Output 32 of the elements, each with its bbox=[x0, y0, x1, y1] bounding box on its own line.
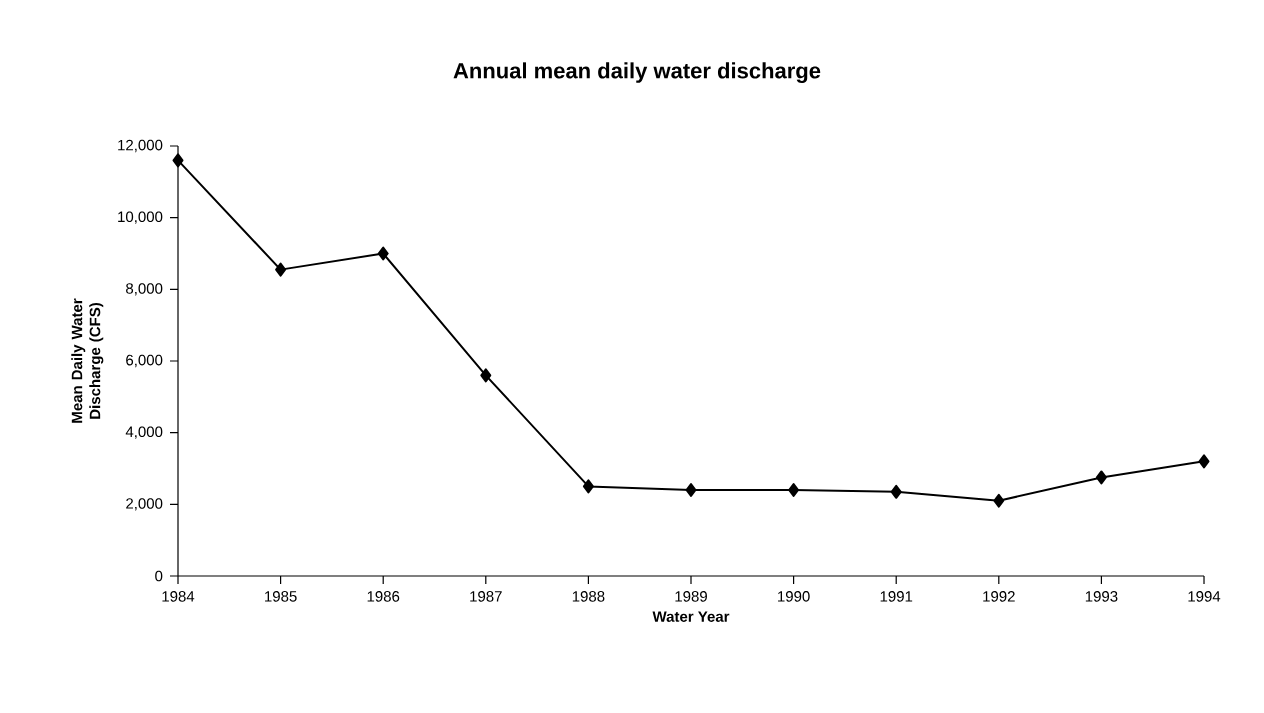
x-tick-label: 1993 bbox=[1085, 591, 1118, 602]
x-tick-label: 1986 bbox=[367, 591, 400, 602]
point bbox=[480, 368, 492, 383]
y-tick-label: 2,000 bbox=[126, 498, 163, 511]
point bbox=[788, 483, 800, 497]
y-tick-label: 8,000 bbox=[126, 283, 163, 296]
point bbox=[172, 153, 184, 168]
point bbox=[993, 493, 1005, 508]
point bbox=[377, 246, 389, 261]
x-tick-label: 1990 bbox=[778, 591, 810, 602]
y-axis-title: Mean Daily Water Discharge (CFS) bbox=[71, 298, 104, 423]
y-tick-label: 10,000 bbox=[118, 211, 163, 224]
point bbox=[582, 479, 594, 494]
point bbox=[1198, 454, 1210, 469]
x-axis-title: Water Year bbox=[652, 611, 730, 622]
y-tick-label: 0 bbox=[155, 570, 163, 582]
point bbox=[1095, 470, 1107, 485]
point bbox=[685, 483, 697, 497]
x-tick-label: 1984 bbox=[162, 591, 195, 602]
x-tick-label: 1994 bbox=[1188, 591, 1221, 602]
x-tick-label: 1992 bbox=[983, 591, 1015, 602]
y-tick-label: 4,000 bbox=[125, 426, 163, 439]
x-tick-label: 1985 bbox=[265, 591, 297, 602]
x-tick-label: 1989 bbox=[675, 591, 707, 602]
point bbox=[275, 262, 287, 277]
y-tick-label: 12,000 bbox=[118, 139, 163, 153]
x-tick-label: 1988 bbox=[572, 591, 605, 602]
x-tick-label: 1991 bbox=[880, 591, 913, 602]
point bbox=[890, 484, 902, 499]
chart-title: Annual mean daily water discharge bbox=[453, 62, 821, 83]
x-tick-label: 1987 bbox=[470, 591, 502, 602]
y-tick-label: 6,000 bbox=[126, 354, 163, 368]
